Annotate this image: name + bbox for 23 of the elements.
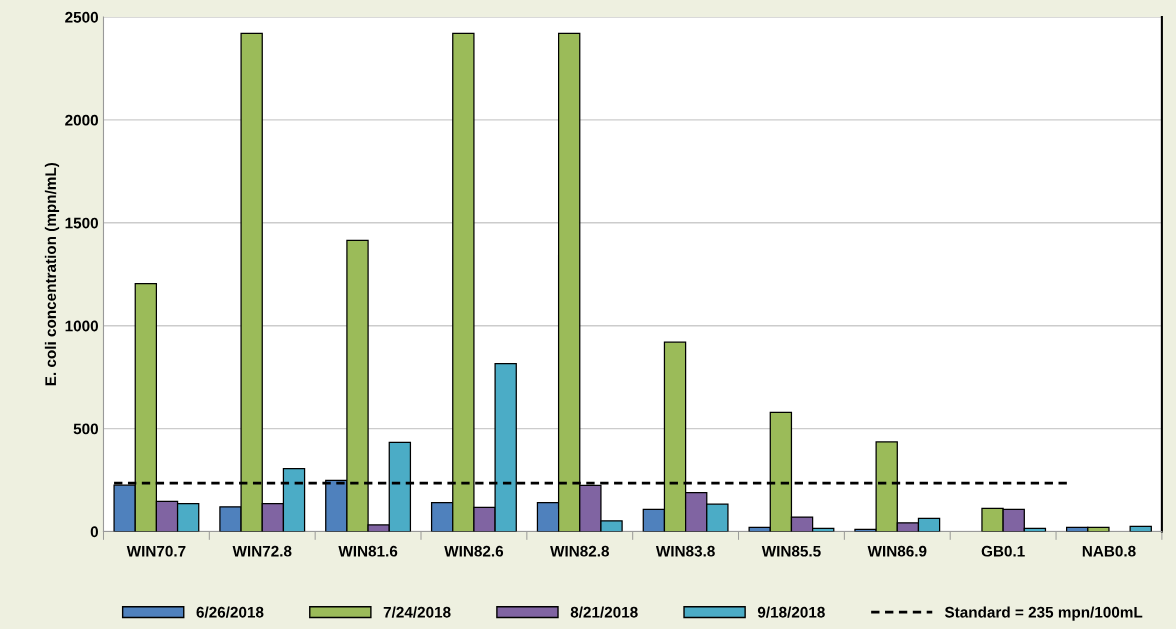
x-tick-label: WIN82.8: [550, 545, 610, 557]
x-tick-label: WIN81.6: [338, 545, 398, 557]
y-tick-label: 0: [90, 526, 98, 538]
y-tick-label: 500: [73, 423, 98, 435]
legend-label: Standard = 235 mpn/100mL: [944, 606, 1143, 621]
y-tick-label: 1000: [65, 320, 98, 332]
x-tick-label: WIN85.5: [761, 545, 821, 557]
y-tick-label: 2500: [65, 11, 98, 23]
x-tick-label: WIN70.7: [126, 545, 186, 557]
legend-label: 8/21/2018: [570, 606, 638, 618]
x-tick-label: WIN86.9: [867, 545, 927, 557]
bar: [1129, 525, 1152, 532]
legend-label: 9/18/2018: [757, 606, 825, 618]
y-tick-label: 1500: [65, 217, 98, 229]
legend-label: 6/26/2018: [196, 606, 264, 618]
y-tick-label: 2000: [65, 114, 98, 126]
x-tick-label: NAB0.8: [1082, 545, 1136, 557]
x-tick-label: WIN82.6: [444, 545, 504, 557]
x-tick-label: WIN72.8: [232, 545, 292, 557]
x-tick-label: GB0.1: [981, 545, 1025, 557]
x-tick-label: WIN83.8: [655, 545, 715, 557]
legend-label: 7/24/2018: [383, 606, 451, 618]
y-axis-title: E. coli concentration (mpn/mL): [44, 162, 60, 386]
